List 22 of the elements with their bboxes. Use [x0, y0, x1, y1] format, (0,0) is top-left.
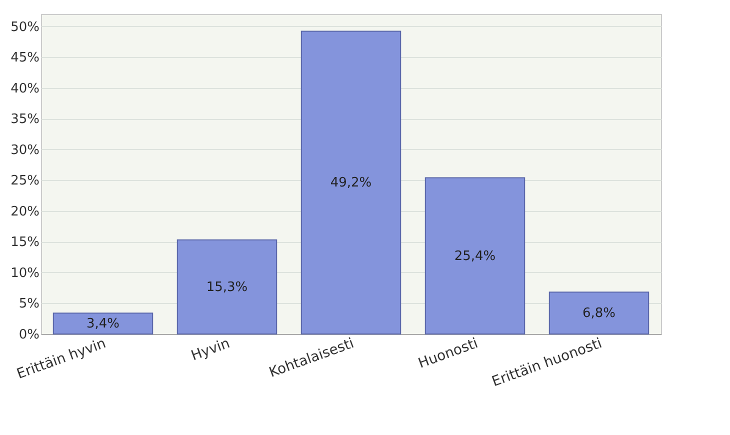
x-tick-label: Hyvin	[189, 336, 232, 364]
y-tick-label: 0%	[18, 328, 40, 342]
y-tick-label: 10%	[10, 266, 40, 281]
data-label: 25,4%	[454, 248, 496, 264]
y-tick-label: 5%	[18, 296, 40, 312]
data-label: 6,8%	[582, 306, 616, 322]
y-tick-label: 50%	[10, 20, 40, 35]
bar	[548, 292, 650, 334]
data-label: 3,4%	[86, 316, 120, 332]
bar	[300, 30, 402, 334]
bar	[52, 312, 154, 334]
y-tick-label: 15%	[10, 235, 40, 250]
y-tick-label: 45%	[10, 50, 40, 66]
data-label: 49,2%	[330, 176, 372, 191]
y-tick-label: 20%	[10, 204, 40, 220]
data-label: 15,3%	[206, 280, 248, 295]
bar	[176, 239, 278, 334]
y-tick-label: 25%	[10, 174, 40, 189]
bar	[424, 177, 526, 334]
y-tick-label: 30%	[10, 142, 40, 158]
y-tick-label: 40%	[10, 81, 40, 96]
y-tick-label: 35%	[10, 112, 40, 128]
